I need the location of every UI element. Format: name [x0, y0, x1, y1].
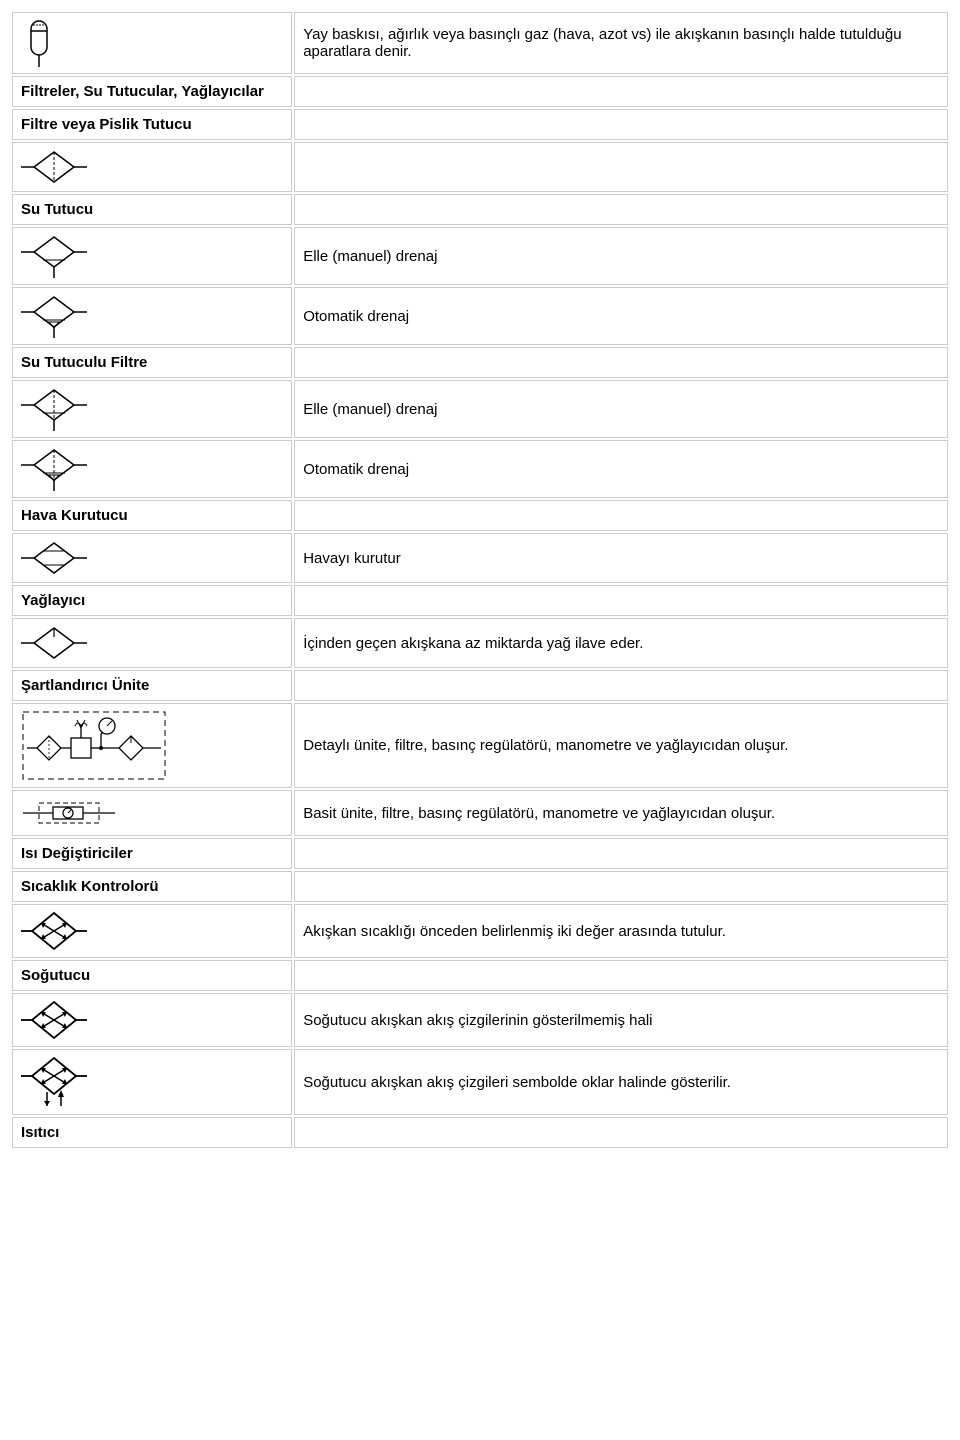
row-description: [294, 194, 948, 225]
symbol-filter: [12, 142, 292, 192]
table-row: Isıtıcı: [12, 1117, 948, 1148]
row-description: [294, 670, 948, 701]
table-row: Elle (manuel) drenaj: [12, 380, 948, 438]
row-description: [294, 76, 948, 107]
table-row: Soğutucu akışkan akış çizgileri sembolde…: [12, 1049, 948, 1115]
symbol-filter-water-auto: [12, 440, 292, 498]
symbols-table: Yay baskısı, ağırlık veya basınçlı gaz (…: [10, 10, 950, 1150]
row-header: Hava Kurutucu: [12, 500, 292, 531]
row-header: Su Tutuculu Filtre: [12, 347, 292, 378]
row-header: Filtreler, Su Tutucular, Yağlayıcılar: [12, 76, 292, 107]
row-description: Elle (manuel) drenaj: [294, 380, 948, 438]
table-row: Otomatik drenaj: [12, 287, 948, 345]
row-header: Isı Değiştiriciler: [12, 838, 292, 869]
symbol-frl-simple: [12, 790, 292, 836]
row-description: [294, 347, 948, 378]
table-row: Su Tutuculu Filtre: [12, 347, 948, 378]
symbol-cooler-plain: [12, 993, 292, 1047]
row-description: İçinden geçen akışkana az miktarda yağ i…: [294, 618, 948, 668]
row-description: [294, 960, 948, 991]
row-header: Su Tutucu: [12, 194, 292, 225]
table-row: Soğutucu: [12, 960, 948, 991]
row-description: Akışkan sıcaklığı önceden belirlenmiş ik…: [294, 904, 948, 958]
row-description: [294, 109, 948, 140]
row-description: Detaylı ünite, filtre, basınç regülatörü…: [294, 703, 948, 788]
row-header: Şartlandırıcı Ünite: [12, 670, 292, 701]
row-header: Soğutucu: [12, 960, 292, 991]
table-row: Filtreler, Su Tutucular, Yağlayıcılar: [12, 76, 948, 107]
row-description: [294, 871, 948, 902]
row-header: Sıcaklık Kontrolorü: [12, 871, 292, 902]
symbol-water-trap-manual: [12, 227, 292, 285]
table-row: Yağlayıcı: [12, 585, 948, 616]
symbol-water-trap-auto: [12, 287, 292, 345]
table-row: Şartlandırıcı Ünite: [12, 670, 948, 701]
symbol-cooler-arrows: [12, 1049, 292, 1115]
row-header: Filtre veya Pislik Tutucu: [12, 109, 292, 140]
table-row: Filtre veya Pislik Tutucu: [12, 109, 948, 140]
symbol-frl-detailed: [12, 703, 292, 788]
table-row: Havayı kurutur: [12, 533, 948, 583]
table-row: [12, 142, 948, 192]
table-row: Sıcaklık Kontrolorü: [12, 871, 948, 902]
table-row: Elle (manuel) drenaj: [12, 227, 948, 285]
symbol-dryer: [12, 533, 292, 583]
row-header: Yağlayıcı: [12, 585, 292, 616]
row-description: [294, 838, 948, 869]
row-description: Otomatik drenaj: [294, 287, 948, 345]
row-description: Yay baskısı, ağırlık veya basınçlı gaz (…: [294, 12, 948, 74]
row-description: [294, 1117, 948, 1148]
table-row: Isı Değiştiriciler: [12, 838, 948, 869]
symbol-accumulator: [12, 12, 292, 74]
table-row: Su Tutucu: [12, 194, 948, 225]
row-description: [294, 500, 948, 531]
table-row: Detaylı ünite, filtre, basınç regülatörü…: [12, 703, 948, 788]
table-row: Soğutucu akışkan akış çizgilerinin göste…: [12, 993, 948, 1047]
table-row: Otomatik drenaj: [12, 440, 948, 498]
row-description: Otomatik drenaj: [294, 440, 948, 498]
table-row: Yay baskısı, ağırlık veya basınçlı gaz (…: [12, 12, 948, 74]
symbol-lubricator: [12, 618, 292, 668]
row-header: Isıtıcı: [12, 1117, 292, 1148]
row-description: Soğutucu akışkan akış çizgileri sembolde…: [294, 1049, 948, 1115]
table-row: Basit ünite, filtre, basınç regülatörü, …: [12, 790, 948, 836]
row-description: Soğutucu akışkan akış çizgilerinin göste…: [294, 993, 948, 1047]
row-description: Havayı kurutur: [294, 533, 948, 583]
symbol-temp-control: [12, 904, 292, 958]
row-description: Basit ünite, filtre, basınç regülatörü, …: [294, 790, 948, 836]
row-description: Elle (manuel) drenaj: [294, 227, 948, 285]
symbol-filter-water-manual: [12, 380, 292, 438]
row-description: [294, 142, 948, 192]
row-description: [294, 585, 948, 616]
table-row: Akışkan sıcaklığı önceden belirlenmiş ik…: [12, 904, 948, 958]
table-row: İçinden geçen akışkana az miktarda yağ i…: [12, 618, 948, 668]
table-row: Hava Kurutucu: [12, 500, 948, 531]
